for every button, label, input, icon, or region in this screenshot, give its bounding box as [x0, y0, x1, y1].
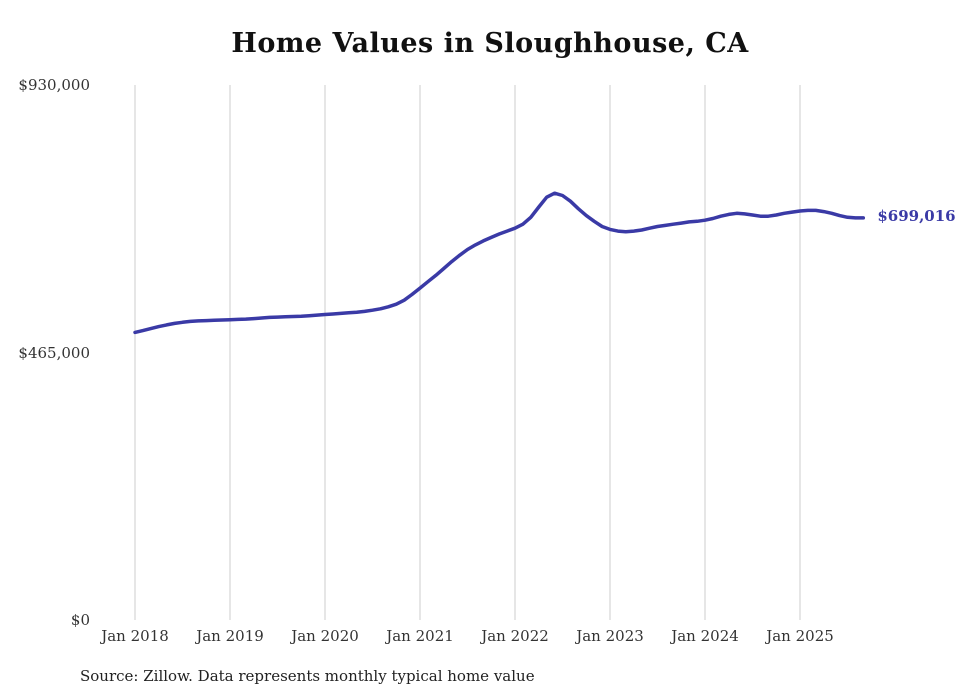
- x-tick-label: Jan 2024: [671, 627, 739, 645]
- y-tick-label: $0: [70, 611, 90, 629]
- value-line: [133, 191, 866, 335]
- latest-value-label: $699,016: [877, 206, 956, 225]
- x-tick-label: Jan 2021: [386, 627, 454, 645]
- y-tick-label: $465,000: [18, 343, 90, 362]
- x-tick-label: Jan 2018: [101, 627, 169, 645]
- source-note: Source: Zillow. Data represents monthly …: [80, 667, 535, 685]
- x-tick-label: Jan 2022: [481, 627, 549, 645]
- y-tick-label: $930,000: [18, 76, 90, 94]
- x-tick-label: Jan 2025: [766, 627, 834, 645]
- x-tick-label: Jan 2023: [576, 627, 644, 645]
- x-tick-label: Jan 2020: [291, 627, 359, 645]
- chart-title: Home Values in Sloughhouse, CA: [231, 28, 749, 59]
- x-tick-label: Jan 2019: [196, 627, 264, 645]
